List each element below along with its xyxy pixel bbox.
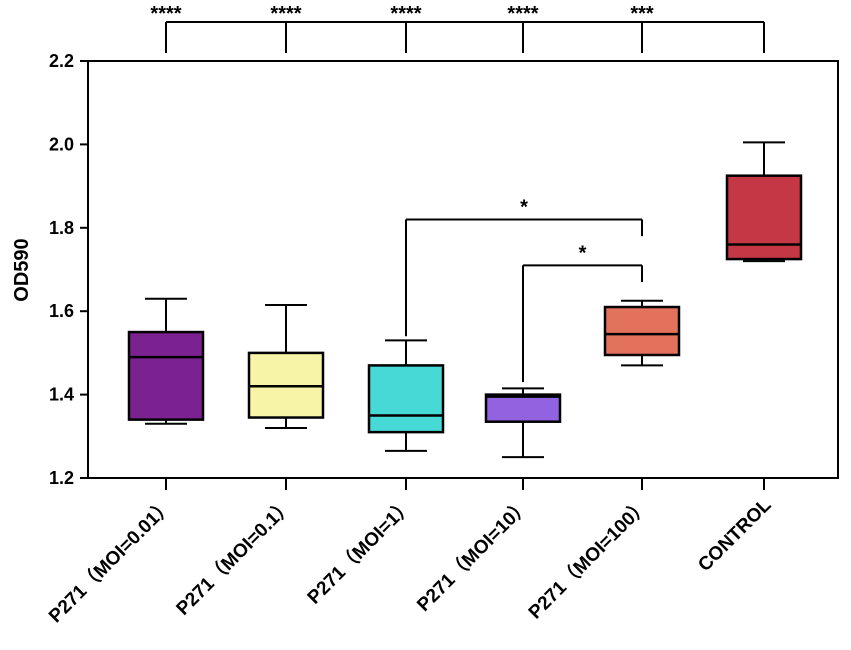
- plot-frame: [87, 60, 839, 479]
- box-body-3: [484, 393, 562, 423]
- y-tick-label-3: 1.8: [49, 218, 74, 238]
- x-category-label-0: P271（MOI=0.01）: [44, 493, 178, 627]
- y-tick-label-0: 1.2: [49, 468, 74, 488]
- top-sig-label-1: ****: [270, 3, 301, 25]
- inner-bracket-0: *: [405, 196, 643, 337]
- plot-area: [127, 141, 803, 459]
- inner-significance-brackets: **: [405, 196, 643, 383]
- top-sig-label-4: ***: [630, 3, 654, 25]
- inner-sig-label-0: *: [520, 196, 528, 218]
- box-1: [247, 303, 325, 429]
- inner-sig-label-1: *: [579, 242, 587, 264]
- y-tick-label-5: 2.2: [49, 51, 74, 71]
- x-category-label-2: P271（MOI=1）: [302, 493, 417, 608]
- box-body-5: [725, 174, 803, 261]
- x-category-label-1: P271（MOI=0.1）: [171, 493, 297, 619]
- y-axis-title: OD590: [11, 238, 33, 301]
- top-sig-label-0: ****: [150, 3, 181, 25]
- inner-bracket-1: *: [522, 242, 643, 383]
- y-tick-label-4: 2.0: [49, 134, 74, 154]
- box-body-4: [603, 305, 681, 357]
- box-body-0: [127, 330, 205, 421]
- top-significance-brackets: **** **** **** **** ***: [150, 3, 765, 53]
- box-2: [367, 339, 445, 452]
- box-body-2: [367, 364, 445, 434]
- y-tick-label-2: 1.6: [49, 301, 74, 321]
- top-sig-label-3: ****: [507, 3, 538, 25]
- box-5: [725, 141, 803, 263]
- x-category-label-5: CONTROL: [694, 494, 776, 576]
- y-tick-label-1: 1.4: [49, 385, 74, 405]
- x-category-label-3: P271（MOI=10）: [412, 493, 535, 616]
- top-sig-label-2: ****: [390, 3, 421, 25]
- box-3: [484, 387, 562, 459]
- box-4: [603, 299, 681, 367]
- x-category-label-4: P271（MOI=100）: [523, 493, 653, 623]
- box-0: [127, 297, 205, 425]
